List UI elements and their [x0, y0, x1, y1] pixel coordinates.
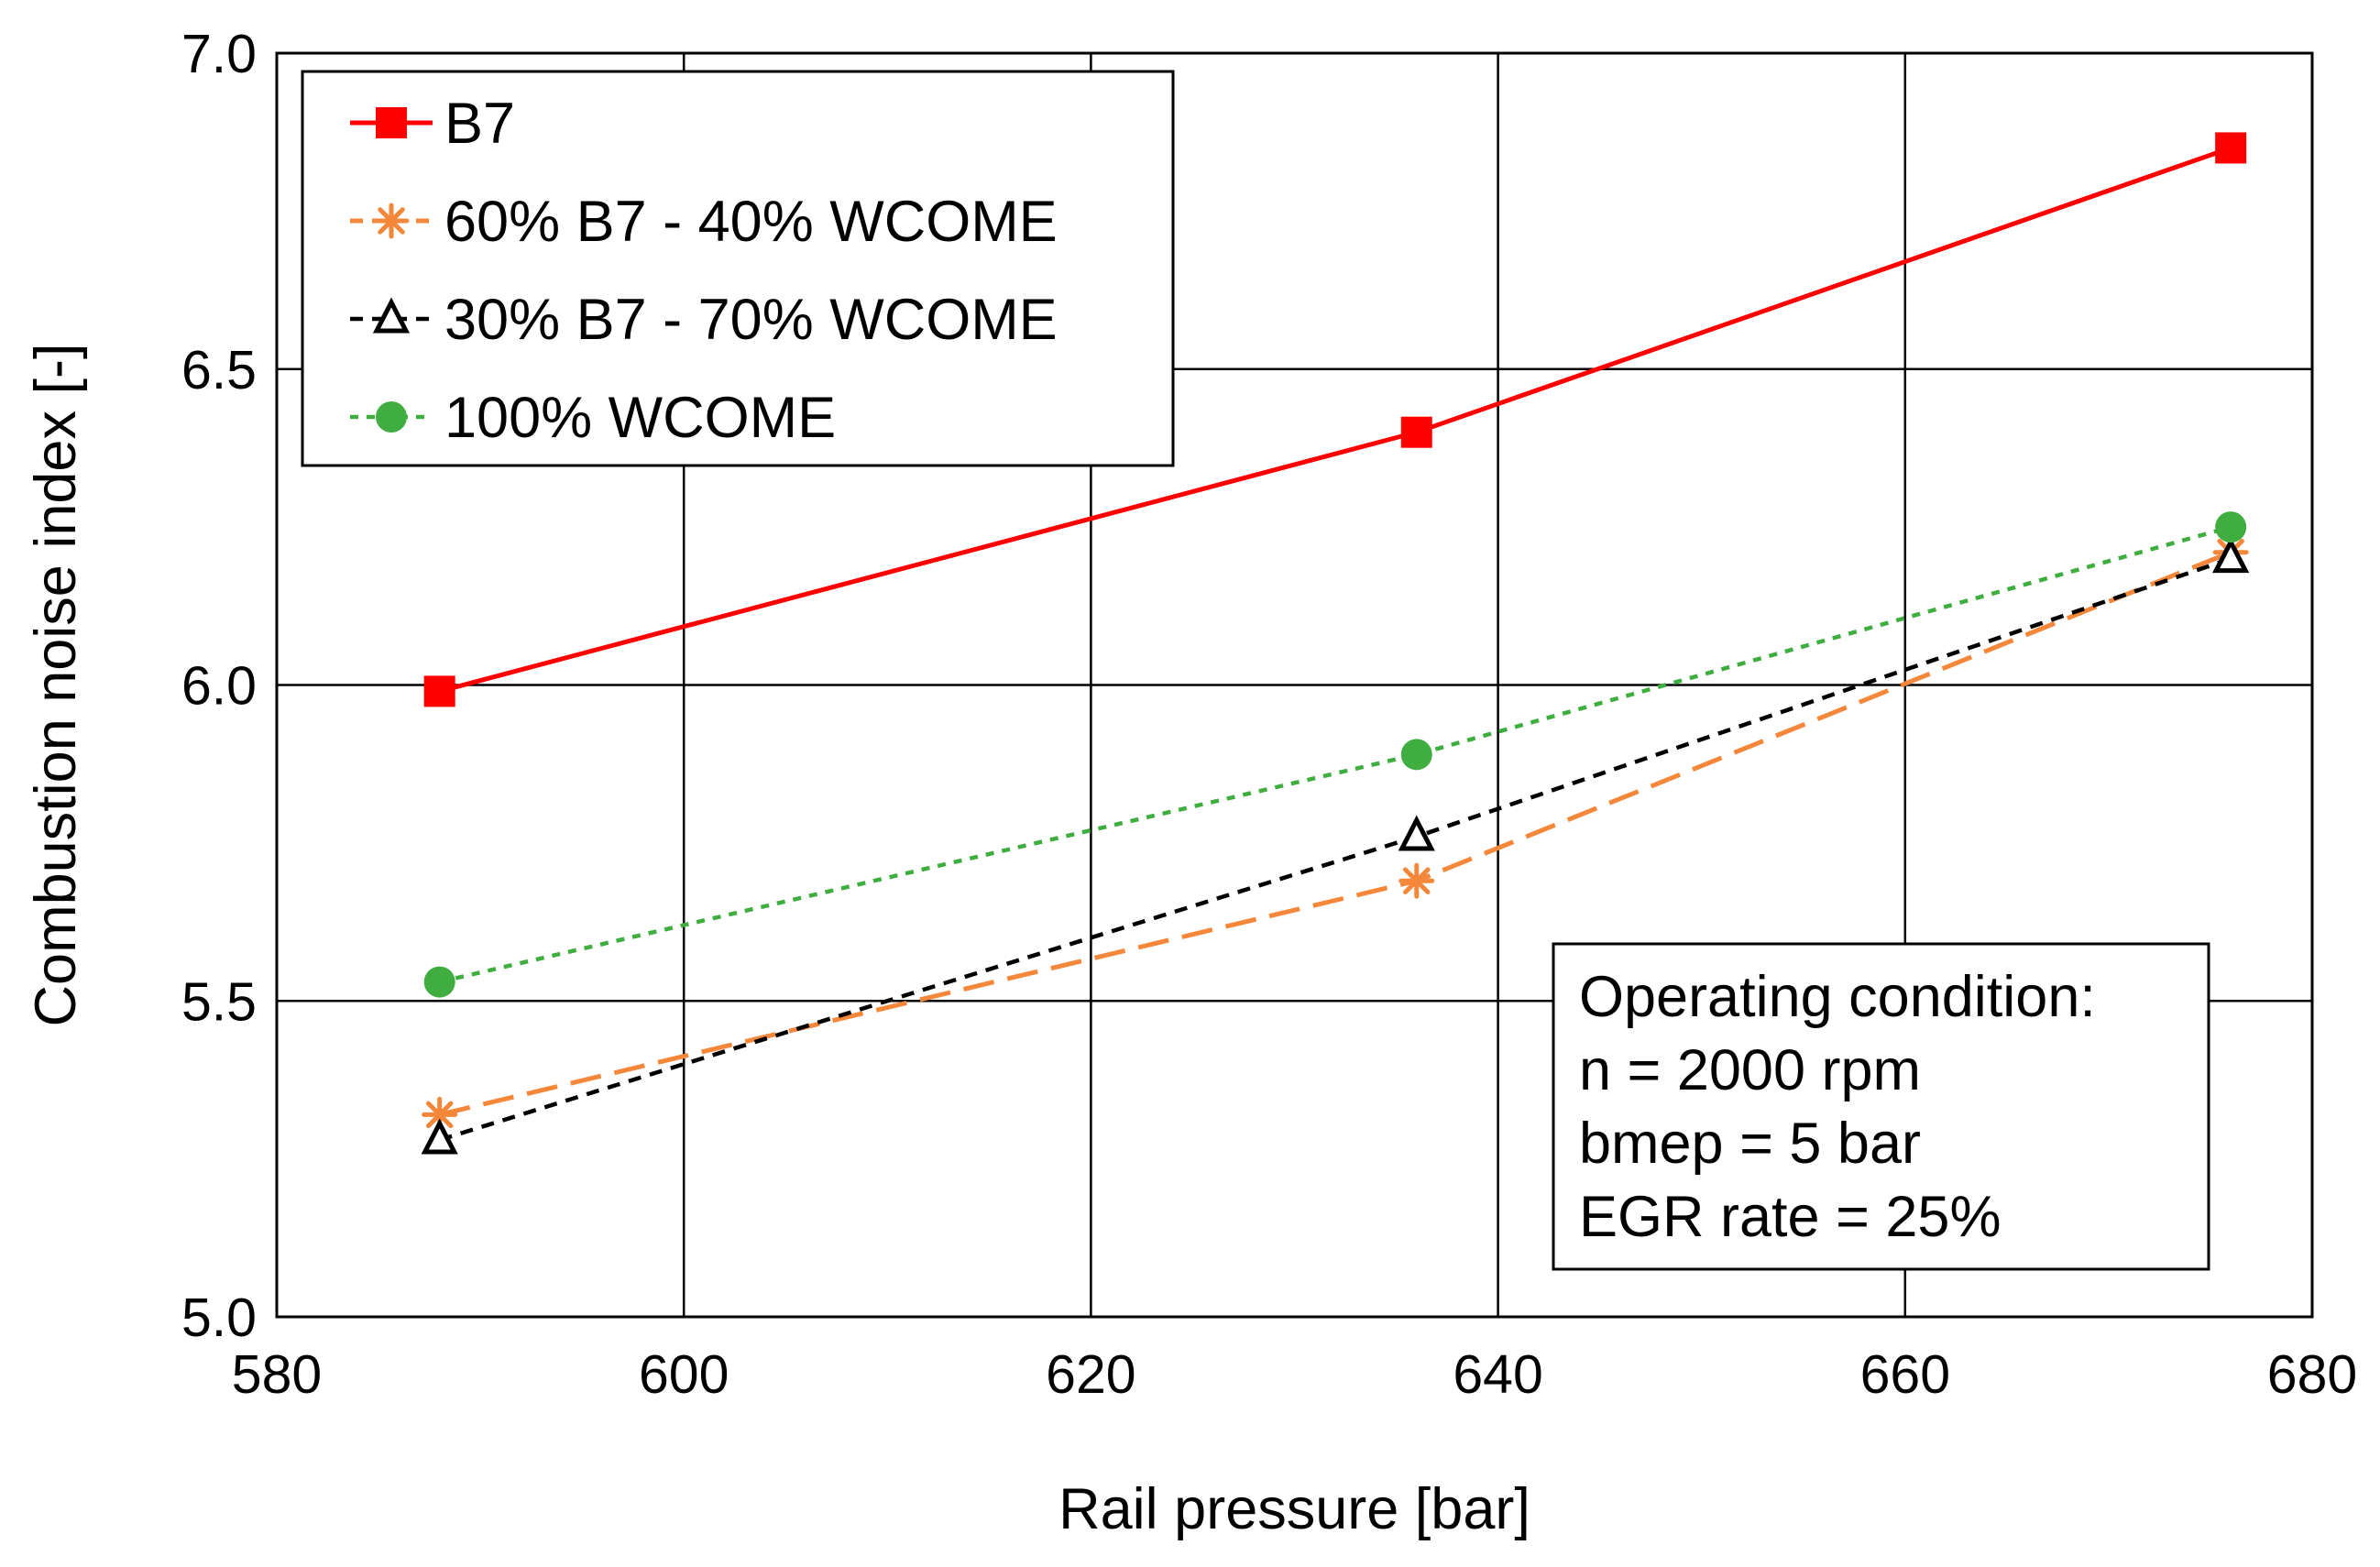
y-tick-label: 5.5	[181, 971, 257, 1032]
x-tick-label: 640	[1453, 1344, 1542, 1405]
legend: B7 60% B7 - 40% WCOME 30% B7 - 70% WCOME 10…	[301, 70, 1175, 467]
legend-item: 60% B7 - 40% WCOME	[350, 190, 1058, 254]
legend-item: B7	[350, 92, 515, 156]
legend-marker	[376, 107, 407, 138]
y-tick-label: 6.0	[181, 656, 257, 717]
x-axis-title: Rail pressure [bar]	[1058, 1477, 1530, 1541]
data-point	[423, 675, 455, 707]
y-tick-label: 6.5	[181, 340, 257, 400]
x-tick-label: 580	[232, 1344, 322, 1405]
data-point	[421, 1118, 458, 1155]
note-box	[1552, 942, 2210, 1271]
series-3	[423, 511, 2247, 998]
note-line: n = 2000 rpm	[1579, 1038, 1921, 1102]
data-point	[1398, 862, 1435, 899]
legend-item: 30% B7 - 70% WCOME	[350, 288, 1058, 352]
data-point	[1400, 416, 1432, 448]
legend-label: B7	[444, 92, 515, 156]
legend-marker	[372, 297, 411, 334]
y-axis-title: Combustion noise index [-]	[24, 344, 88, 1027]
data-point	[1398, 815, 1435, 851]
plot-area-frame	[275, 51, 2314, 1319]
y-axis-ticks: 5.0 5.5 6.0 6.5 7.0	[181, 24, 257, 1348]
operating-condition-note: Operating condition: n = 2000 rpm bmep = 5…	[1552, 942, 2210, 1271]
legend-item: 100% WCOME	[350, 386, 836, 450]
series-2	[421, 537, 2250, 1155]
legend-label: 60% B7 - 40% WCOME	[444, 190, 1058, 254]
data-point	[2215, 511, 2247, 543]
data-point	[1400, 739, 1432, 771]
x-tick-label: 600	[639, 1344, 729, 1405]
data-point	[2212, 537, 2250, 574]
data-point	[423, 966, 455, 998]
x-tick-label: 660	[1860, 1344, 1950, 1405]
legend-box	[301, 70, 1175, 467]
x-axis-ticks: 580 600 620 640 660 680	[232, 1344, 2357, 1405]
note-line: Operating condition:	[1579, 965, 2096, 1029]
note-line: EGR rate = 25%	[1579, 1185, 2001, 1249]
legend-marker	[373, 203, 410, 239]
series-0	[423, 132, 2247, 707]
x-tick-label: 620	[1046, 1344, 1135, 1405]
legend-label: 30% B7 - 70% WCOME	[444, 288, 1058, 352]
y-tick-label: 7.0	[181, 24, 257, 84]
data-point	[2215, 132, 2247, 164]
legend-marker	[376, 401, 407, 433]
series-layer	[421, 132, 2250, 1155]
note-line: bmep = 5 bar	[1579, 1112, 1921, 1176]
x-tick-label: 680	[2267, 1344, 2357, 1405]
legend-label: 100% WCOME	[444, 386, 836, 450]
y-tick-label: 5.0	[181, 1288, 257, 1348]
series-line	[439, 524, 2232, 984]
